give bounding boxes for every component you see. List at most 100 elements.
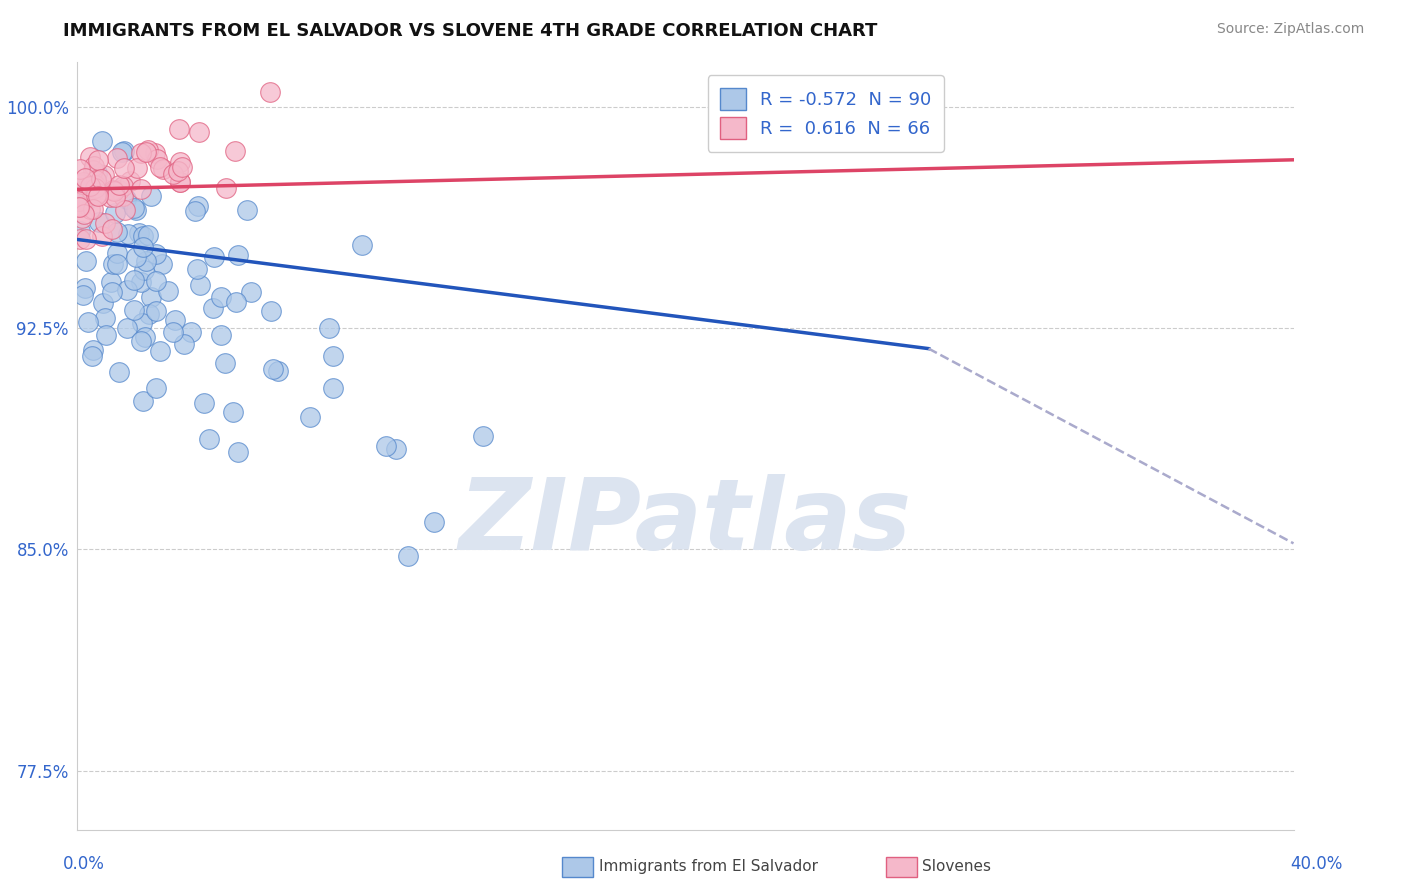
Point [132,240,155,254]
Point [72,211,94,225]
Point [84,181,107,195]
Point [67,194,90,208]
Point [235,202,257,217]
Point [82,171,104,186]
Text: Source: ZipAtlas.com: Source: ZipAtlas.com [1216,22,1364,37]
Point [69,162,91,177]
Point [198,433,221,447]
Point [79,202,101,217]
Point [260,303,283,318]
Point [82,349,104,363]
Point [115,283,138,297]
Point [228,444,250,458]
Point [224,145,246,159]
Point [134,329,156,343]
Point [100,275,122,289]
Point [169,175,191,189]
Point [105,225,128,239]
Point [127,161,149,175]
Point [72,288,94,302]
Point [124,303,146,318]
Point [125,250,148,264]
Point [129,182,152,196]
Point [84,173,107,187]
Point [114,202,136,217]
Point [104,206,127,220]
Point [114,192,136,206]
Point [145,246,167,260]
Point [239,285,262,300]
Point [91,296,114,310]
Text: 0.0%: 0.0% [63,855,105,872]
Point [146,152,169,166]
Point [90,134,112,148]
Point [70,199,93,213]
Point [112,144,135,158]
Point [111,145,134,159]
Point [188,277,211,292]
Text: Slovenes: Slovenes [922,859,991,873]
Point [84,178,107,192]
Point [69,200,91,214]
Point [122,273,145,287]
Point [94,310,117,325]
Point [322,381,344,395]
Point [108,178,131,193]
Point [83,185,105,199]
Point [209,290,232,304]
Point [67,200,90,214]
Point [69,179,91,194]
Point [187,199,209,213]
Point [86,189,108,203]
Point [166,164,188,178]
Point [105,257,128,271]
Point [472,429,495,443]
Point [132,394,155,409]
Text: 40.0%: 40.0% [1291,855,1343,872]
Point [90,171,112,186]
Point [82,202,104,216]
Point [138,307,160,321]
Point [84,188,107,202]
Point [145,381,167,395]
Point [129,145,152,160]
Point [139,189,162,203]
Point [73,207,96,221]
Point [193,396,215,410]
Point [87,186,110,200]
Point [69,232,91,246]
Point [111,188,134,202]
Point [322,349,344,363]
Point [124,202,146,216]
Point [132,229,155,244]
Point [149,160,172,174]
Point [70,177,93,191]
Point [201,301,224,316]
Point [111,179,134,194]
Point [143,145,166,160]
Text: ZIPatlas: ZIPatlas [458,475,912,571]
Point [82,343,104,357]
Point [125,203,148,218]
Point [145,304,167,318]
Text: Immigrants from El Salvador: Immigrants from El Salvador [599,859,818,873]
Point [75,281,97,295]
Point [215,181,238,195]
Point [385,442,408,456]
Point [318,320,340,334]
Point [225,295,247,310]
Point [149,344,172,359]
Point [79,150,101,164]
Point [423,515,446,529]
Point [135,145,157,160]
Point [114,161,136,175]
Point [118,174,141,188]
Point [135,254,157,268]
Point [80,183,103,197]
Point [73,194,96,209]
Point [222,405,245,419]
Point [131,276,153,290]
Point [186,262,208,277]
Point [128,226,150,240]
Point [69,224,91,238]
